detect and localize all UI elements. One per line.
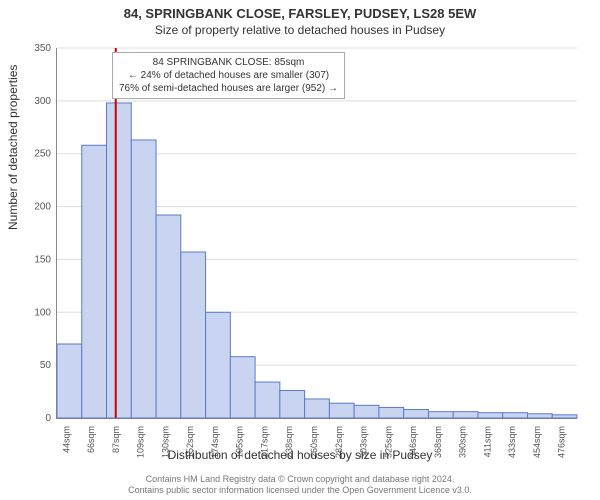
histogram-bar [503, 413, 528, 418]
svg-text:200: 200 [34, 202, 51, 213]
histogram-bar [280, 391, 305, 418]
histogram-bar [230, 357, 255, 418]
histogram-bar [131, 140, 156, 418]
histogram-bar [478, 413, 503, 418]
plot-area: 05010015020025030035044sqm66sqm87sqm109s… [56, 48, 577, 419]
footer-line-2: Contains public sector information licen… [0, 485, 600, 496]
histogram-bar [404, 410, 429, 418]
footer-attribution: Contains HM Land Registry data © Crown c… [0, 474, 600, 496]
histogram-bar [156, 215, 181, 418]
histogram-bar [428, 412, 453, 418]
callout-line-2: ← 24% of detached houses are smaller (30… [119, 69, 338, 82]
histogram-bar [181, 252, 206, 418]
histogram-bar [82, 145, 107, 418]
histogram-bar [305, 399, 330, 418]
y-axis-label: Number of detached properties [6, 65, 20, 230]
callout-line-1: 84 SPRINGBANK CLOSE: 85sqm [119, 56, 338, 69]
histogram-bar [453, 412, 478, 418]
svg-text:100: 100 [34, 307, 51, 318]
chart-title: 84, SPRINGBANK CLOSE, FARSLEY, PUDSEY, L… [0, 0, 600, 21]
svg-text:50: 50 [40, 360, 52, 371]
histogram-bar [255, 382, 280, 418]
histogram-bar [527, 414, 552, 418]
reference-callout: 84 SPRINGBANK CLOSE: 85sqm ← 24% of deta… [112, 52, 345, 99]
chart-subtitle: Size of property relative to detached ho… [0, 21, 600, 37]
footer-line-1: Contains HM Land Registry data © Crown c… [0, 474, 600, 485]
histogram-bar [57, 344, 82, 418]
x-axis-label: Distribution of detached houses by size … [0, 448, 600, 462]
callout-line-3: 76% of semi-detached houses are larger (… [119, 82, 338, 95]
chart-container: { "header": { "title": "84, SPRINGBANK C… [0, 0, 600, 500]
histogram-bar [379, 407, 404, 418]
svg-text:0: 0 [45, 413, 51, 424]
svg-text:250: 250 [34, 149, 51, 160]
svg-text:300: 300 [34, 96, 51, 107]
histogram-bar [354, 405, 379, 418]
histogram-bar [552, 415, 577, 418]
histogram-bar [206, 312, 231, 418]
svg-text:150: 150 [34, 254, 51, 265]
histogram-bar [107, 103, 132, 418]
histogram-bar [329, 403, 354, 418]
plot-svg: 05010015020025030035044sqm66sqm87sqm109s… [57, 48, 577, 418]
svg-text:350: 350 [34, 43, 51, 54]
